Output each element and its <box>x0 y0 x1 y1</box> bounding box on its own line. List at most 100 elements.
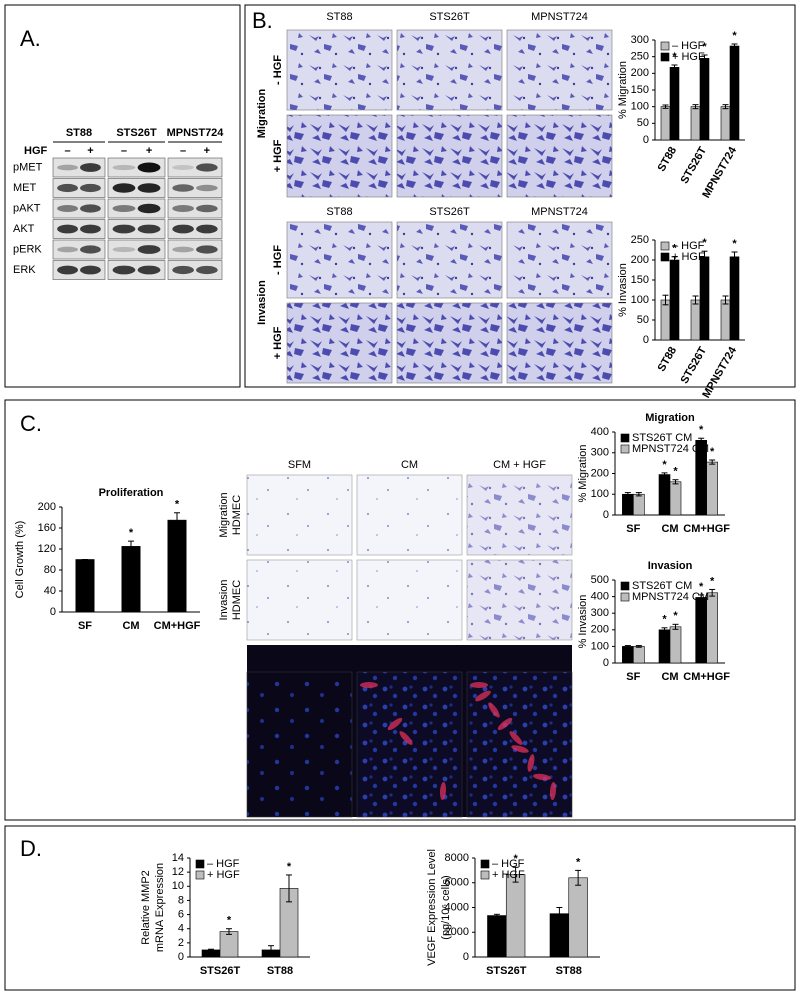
legend-label: + HGF <box>672 51 705 63</box>
error-bar <box>174 512 180 528</box>
x-tick-label: ST88 <box>267 965 293 977</box>
significance-marker: * <box>710 446 715 458</box>
x-tick-label: STS26T <box>679 345 710 386</box>
column-label: CM <box>401 459 418 471</box>
bar <box>669 67 680 141</box>
micrograph <box>506 302 613 384</box>
error-bar <box>698 437 705 443</box>
blot-band <box>57 224 78 234</box>
legend-label: – HGF <box>207 858 240 870</box>
significance-marker: * <box>673 610 678 622</box>
y-tick-label: 2000 <box>445 926 469 938</box>
error-bar <box>286 874 292 903</box>
blot-band <box>80 204 101 213</box>
micrograph <box>506 29 613 111</box>
x-tick-label: STS26T <box>679 145 710 186</box>
row-label: Migration <box>218 492 230 537</box>
blot-band <box>196 204 218 213</box>
y-tick-label: 0 <box>643 134 649 146</box>
blot-band <box>80 245 101 254</box>
error-bar <box>661 627 668 633</box>
y-axis-label: % Migration <box>577 444 589 502</box>
legend-label: + HGF <box>672 251 705 263</box>
blot-band <box>57 265 78 275</box>
error-bar <box>556 907 563 921</box>
y-tick-label: 150 <box>631 84 649 96</box>
blot-band <box>196 163 218 172</box>
blot-strip <box>107 219 166 239</box>
error-bar <box>268 945 274 955</box>
blot-strip <box>52 178 106 198</box>
micrograph <box>396 302 503 384</box>
legend-swatch <box>480 859 490 869</box>
blot-strip <box>52 198 106 219</box>
blot-band <box>137 245 161 254</box>
assay-label: Invasion <box>256 280 268 325</box>
x-tick-label: ST88 <box>656 345 680 374</box>
legend-swatch <box>660 252 670 262</box>
x-tick-label: SF <box>626 671 640 683</box>
y-tick-label: 0 <box>643 334 649 346</box>
lane-label: – <box>64 145 70 157</box>
stain <box>475 690 491 702</box>
legend-label: + HGF <box>492 869 525 881</box>
y-axis-label: % Invasion <box>577 595 589 649</box>
bar <box>622 493 634 516</box>
y-axis-label: mRNA Expression <box>154 863 166 952</box>
bar <box>658 629 671 664</box>
error-bar <box>635 645 642 648</box>
legend-swatch <box>660 241 670 251</box>
micrograph <box>396 114 503 198</box>
panel-label: A. <box>20 26 41 51</box>
bar <box>505 874 526 958</box>
cell-line-label: MPNST724 <box>167 127 225 139</box>
fluorescence-image <box>356 671 463 818</box>
blot-band <box>80 163 101 172</box>
bar <box>669 481 682 516</box>
legend-label: STS26T CM <box>632 432 692 444</box>
row-label: Invasion <box>218 580 230 621</box>
lane-label: + <box>87 145 93 157</box>
y-tick-label: 6 <box>178 908 184 920</box>
error-bar <box>692 295 699 305</box>
column-label: MPNST724 <box>531 206 588 218</box>
bar <box>487 915 507 958</box>
error-bar <box>722 295 729 305</box>
protein-label: AKT <box>13 223 35 235</box>
error-bar <box>731 251 738 263</box>
blot-band <box>172 246 194 253</box>
significance-marker: * <box>710 575 715 587</box>
micrograph <box>286 221 393 299</box>
significance-marker: * <box>662 459 667 471</box>
blot-band <box>172 184 194 192</box>
y-tick-label: 200 <box>631 67 649 79</box>
significance-marker: * <box>732 238 737 250</box>
blot-band <box>172 265 194 275</box>
protein-label: pAKT <box>13 202 41 214</box>
y-axis-label: % Invasion <box>617 263 629 317</box>
blot-band <box>196 265 218 275</box>
error-bar <box>701 54 708 63</box>
blot-strip <box>107 239 166 260</box>
y-tick-label: 300 <box>631 34 649 46</box>
chart-title: Invasion <box>648 560 693 572</box>
bar <box>658 474 671 516</box>
bar <box>75 559 95 613</box>
y-tick-label: 300 <box>591 607 609 619</box>
blot-strip <box>167 178 223 198</box>
error-bar <box>709 588 716 597</box>
micrograph <box>356 559 463 641</box>
blot-strip <box>107 198 166 219</box>
blot-band <box>196 245 218 254</box>
significance-marker: * <box>672 243 677 255</box>
panel-label: C. <box>20 411 42 436</box>
error-bar <box>493 913 500 918</box>
chart-title: Migration <box>645 412 695 424</box>
blot-band <box>112 265 136 275</box>
legend-swatch <box>620 592 630 602</box>
bar <box>660 106 671 141</box>
bar <box>690 299 701 341</box>
significance-marker: * <box>699 424 704 436</box>
y-tick-label: 100 <box>631 101 649 113</box>
y-tick-label: 100 <box>591 640 609 652</box>
